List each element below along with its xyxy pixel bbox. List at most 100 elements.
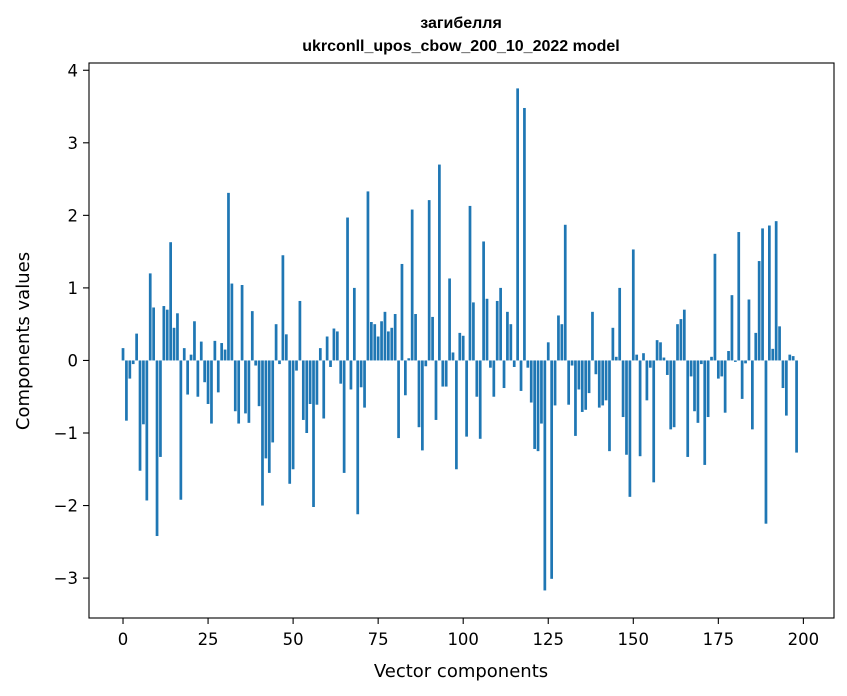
bar-8 [148, 273, 152, 361]
bar-50 [291, 360, 295, 470]
bar-117 [519, 360, 523, 391]
bar-162 [672, 360, 676, 428]
bar-161 [669, 360, 673, 430]
bar-90 [427, 200, 431, 361]
bar-189 [764, 360, 768, 524]
bar-41 [261, 360, 264, 506]
bar-143 [608, 360, 611, 452]
x-tick-label: 200 [788, 630, 820, 649]
bar-30 [223, 349, 227, 361]
bar-78 [387, 331, 390, 361]
bar-129 [560, 324, 564, 361]
plot-frame [88, 62, 835, 619]
bar-119 [526, 360, 530, 368]
bar-125 [546, 342, 550, 361]
y-tick-label: −3 [54, 569, 78, 588]
bar-23 [199, 341, 203, 361]
bar-153 [642, 353, 645, 361]
x-tick-label: 150 [618, 630, 650, 649]
bar-42 [264, 360, 268, 459]
bar-188 [761, 228, 764, 361]
bar-94 [441, 360, 445, 387]
bar-186 [754, 332, 758, 361]
bar-151 [635, 354, 639, 361]
bar-39 [254, 360, 258, 366]
bar-182 [740, 360, 744, 399]
bar-165 [682, 309, 686, 361]
bar-66 [346, 217, 349, 361]
bar-55 [308, 360, 312, 404]
bar-181 [737, 232, 741, 361]
bar-196 [788, 354, 792, 361]
bar-20 [189, 354, 193, 361]
bar-156 [652, 360, 656, 483]
bar-127 [553, 360, 557, 406]
bar-146 [618, 287, 622, 361]
bar-5 [138, 360, 142, 471]
bar-124 [543, 360, 547, 591]
bar-61 [329, 360, 332, 367]
bar-29 [220, 343, 224, 361]
bar-187 [757, 261, 761, 361]
bar-26 [210, 360, 213, 424]
bar-76 [380, 321, 383, 361]
bar-32 [230, 283, 234, 361]
bar-35 [240, 285, 244, 361]
bar-130 [563, 224, 567, 361]
bar-71 [363, 360, 366, 408]
bar-160 [665, 360, 669, 375]
bar-60 [325, 336, 329, 361]
bar-97 [451, 352, 455, 361]
x-tick-label: 50 [283, 630, 304, 649]
bar-135 [580, 360, 584, 412]
bar-142 [604, 360, 608, 401]
bar-24 [203, 360, 207, 383]
bar-163 [676, 324, 679, 361]
bar-144 [611, 327, 615, 361]
bar-96 [448, 278, 451, 361]
bar-184 [747, 299, 751, 361]
bar-191 [771, 348, 775, 361]
bar-128 [557, 315, 560, 361]
y-tick-label: 1 [68, 279, 79, 298]
bar-87 [417, 360, 421, 428]
bar-1 [125, 360, 128, 421]
bar-183 [744, 360, 747, 364]
y-tick-label: −1 [54, 424, 78, 443]
x-axis-ticks: 0 25 50 75 100 125 150 175 200 [118, 618, 819, 649]
bar-95 [444, 360, 448, 387]
bar-155 [648, 360, 652, 368]
x-tick-label: 175 [703, 630, 735, 649]
bar-6 [142, 360, 145, 425]
bar-52 [298, 300, 302, 361]
bar-173 [710, 356, 713, 361]
bar-81 [397, 360, 400, 439]
bar-104 [475, 360, 479, 397]
bar-106 [482, 241, 485, 361]
bar-21 [193, 321, 196, 361]
bar-33 [233, 360, 237, 412]
bar-34 [237, 360, 241, 424]
bar-22 [196, 360, 200, 397]
bar-152 [638, 360, 642, 457]
bars-group [121, 88, 798, 591]
x-tick-label: 75 [368, 630, 389, 649]
bar-99 [458, 332, 462, 361]
bar-114 [509, 324, 513, 361]
bar-126 [550, 360, 554, 579]
bar-63 [335, 331, 339, 361]
bar-3 [131, 360, 135, 365]
bar-167 [689, 360, 693, 377]
bar-137 [587, 360, 591, 394]
bar-56 [312, 360, 315, 507]
bar-150 [631, 249, 635, 361]
bar-28 [216, 360, 220, 393]
bar-122 [536, 360, 540, 452]
bar-7 [145, 360, 149, 501]
bar-145 [614, 356, 618, 361]
bar-27 [213, 340, 217, 361]
x-tick-label: 0 [118, 630, 129, 649]
bar-198 [795, 360, 798, 453]
bar-68 [352, 287, 356, 361]
